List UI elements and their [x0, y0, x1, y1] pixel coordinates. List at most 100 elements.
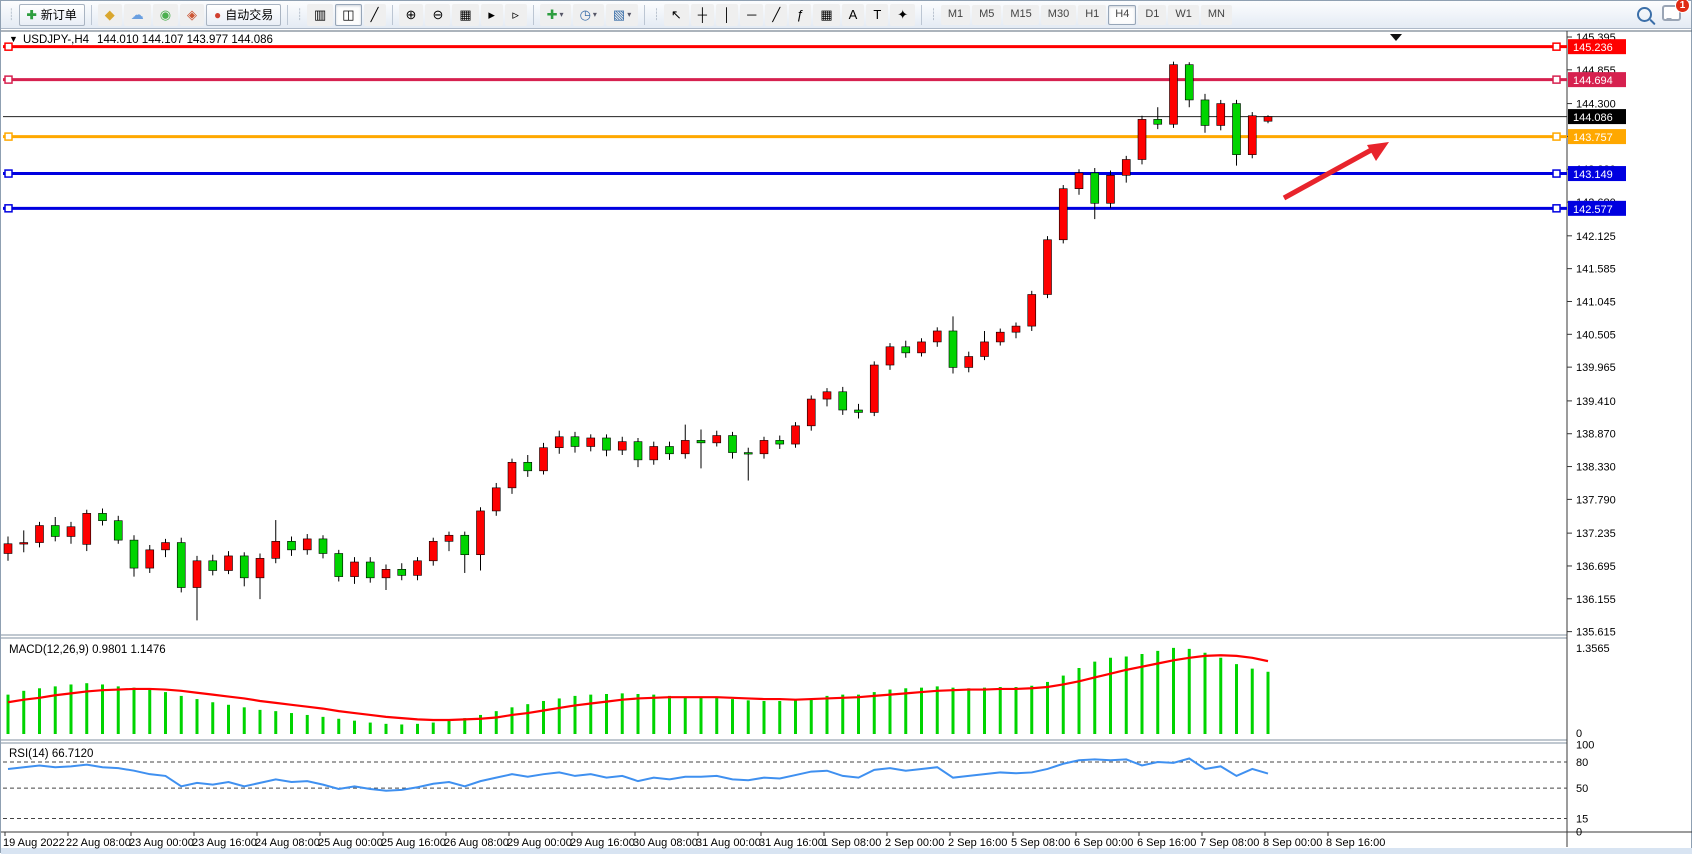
indicators-button[interactable]: ✚ ▾ [539, 3, 571, 26]
zoom-in-button[interactable]: ⊕ [398, 3, 424, 26]
text-button[interactable]: A [841, 3, 865, 26]
templates-button[interactable]: ▧ ▾ [605, 3, 639, 26]
chat-button[interactable]: 1 [1662, 0, 1690, 24]
rsi-level-label: 15 [1576, 814, 1588, 826]
zoom-out-button[interactable]: ⊖ [425, 3, 451, 26]
time-axis-label: 8 Sep 00:00 [1263, 837, 1322, 849]
timeframe-m5-button[interactable]: M5 [972, 4, 1002, 25]
timeframe-mn-button[interactable]: MN [1200, 4, 1232, 25]
toolbar-grip[interactable]: ┊ [930, 9, 937, 21]
cursor-button[interactable]: ↖ [663, 3, 689, 26]
candle [1216, 103, 1226, 126]
candle [176, 542, 186, 588]
vertical-line-icon: │ [722, 7, 732, 22]
line-handle[interactable] [4, 42, 13, 51]
market-button[interactable]: ◈ [180, 3, 205, 26]
candle [113, 520, 123, 541]
price-tick-label: 141.585 [1576, 264, 1616, 276]
timeframe-h4-button[interactable]: H4 [1108, 4, 1137, 25]
shapes-button[interactable]: ✦ [890, 3, 916, 26]
zoom-in-icon: ⊕ [405, 7, 417, 22]
line-handle[interactable] [1552, 42, 1561, 51]
trendline-button[interactable]: ╱ [765, 3, 788, 26]
chart-shift-marker[interactable] [1390, 34, 1402, 41]
line-handle[interactable] [1552, 75, 1561, 84]
time-axis-label: 8 Sep 16:00 [1326, 837, 1385, 849]
grid-button[interactable]: ▦ [813, 3, 840, 26]
timeframe-d1-button[interactable]: D1 [1138, 4, 1167, 25]
periods-button[interactable]: ◷ ▾ [572, 3, 604, 26]
new-order-button[interactable]: ✚ 新订单 [18, 3, 85, 26]
candle [980, 341, 989, 357]
candle [3, 543, 13, 554]
candle [397, 569, 407, 576]
candle [1043, 239, 1052, 295]
toolbar-grip[interactable]: ┊ [296, 9, 303, 21]
rsi-level-label: 100 [1576, 740, 1594, 752]
candlestick-button[interactable]: ◫ [335, 3, 362, 26]
label-button[interactable]: T [866, 3, 889, 26]
trend-arrow[interactable] [1282, 146, 1375, 201]
trend-arrow-head[interactable] [1367, 142, 1389, 161]
fibonacci-button[interactable]: ƒ [789, 3, 812, 26]
chevron-down-icon: ▾ [627, 9, 632, 19]
bar-chart-button[interactable]: ▥ [306, 3, 334, 26]
candle [759, 440, 769, 455]
candle [460, 534, 470, 556]
candle [239, 555, 249, 579]
candle [838, 391, 848, 411]
horizontal-line-button[interactable]: ─ [740, 3, 764, 26]
candle [1121, 159, 1131, 176]
price-badge-label: 144.694 [1573, 75, 1613, 87]
signals-icon: ◉ [159, 7, 172, 22]
separator [287, 4, 289, 25]
search-icon[interactable] [1637, 7, 1652, 22]
price-tick-label: 139.410 [1576, 396, 1616, 408]
line-handle[interactable] [4, 204, 13, 213]
line-handle[interactable] [4, 132, 13, 141]
candle [1027, 294, 1037, 327]
candle [1169, 64, 1178, 125]
toolbar-grip[interactable]: ┊ [8, 9, 15, 21]
candle [381, 569, 391, 579]
one-click-trading-marker[interactable]: ▼ [9, 34, 18, 44]
candle [444, 534, 454, 542]
timeframe-h1-button[interactable]: H1 [1078, 4, 1107, 25]
shapes-icon: ✦ [897, 7, 909, 22]
autotrading-button[interactable]: ● 自动交易 [206, 3, 282, 26]
candle [1106, 175, 1115, 204]
chart-shift-button[interactable]: ▹ [504, 3, 527, 26]
toolbar-grip[interactable]: ┊ [653, 9, 660, 21]
line-handle[interactable] [4, 75, 13, 84]
autoscroll-button[interactable]: ▸ [480, 3, 503, 26]
line-handle[interactable] [1552, 132, 1561, 141]
line-handle[interactable] [1552, 169, 1561, 178]
tile-windows-button[interactable]: ▦ [452, 3, 479, 26]
rsi-level-label: 80 [1576, 757, 1588, 769]
line-handle[interactable] [4, 169, 13, 178]
candle [570, 436, 580, 447]
community-button[interactable]: ☁ [123, 3, 151, 26]
timeframe-m15-button[interactable]: M15 [1003, 4, 1039, 25]
candle [476, 510, 485, 556]
candle [66, 526, 76, 537]
price-badge [1568, 109, 1626, 125]
wallet-button[interactable]: ◆ [97, 3, 122, 26]
price-badge [1568, 166, 1626, 182]
time-axis-label: 29 Aug 16:00 [570, 837, 635, 849]
time-axis-label: 7 Sep 08:00 [1200, 837, 1259, 849]
timeframe-w1-button[interactable]: W1 [1168, 4, 1199, 25]
time-axis-label: 23 Aug 00:00 [129, 837, 194, 849]
line-chart-button[interactable]: ╱ [363, 3, 386, 26]
line-handle[interactable] [1552, 204, 1561, 213]
timeframe-m1-button[interactable]: M1 [940, 4, 971, 25]
time-axis-label: 25 Aug 00:00 [318, 837, 383, 849]
vertical-line-button[interactable]: │ [715, 3, 739, 26]
label-icon: T [873, 7, 882, 22]
line-chart-icon: ╱ [370, 7, 379, 22]
candle [554, 436, 564, 449]
crosshair-button[interactable]: ┼ [690, 3, 714, 26]
price-chart[interactable]: ▼ USDJPY-,H4 144.010 144.107 143.977 144.… [1, 29, 1692, 854]
timeframe-m30-button[interactable]: M30 [1040, 4, 1077, 25]
signals-button[interactable]: ◉ [152, 3, 179, 26]
